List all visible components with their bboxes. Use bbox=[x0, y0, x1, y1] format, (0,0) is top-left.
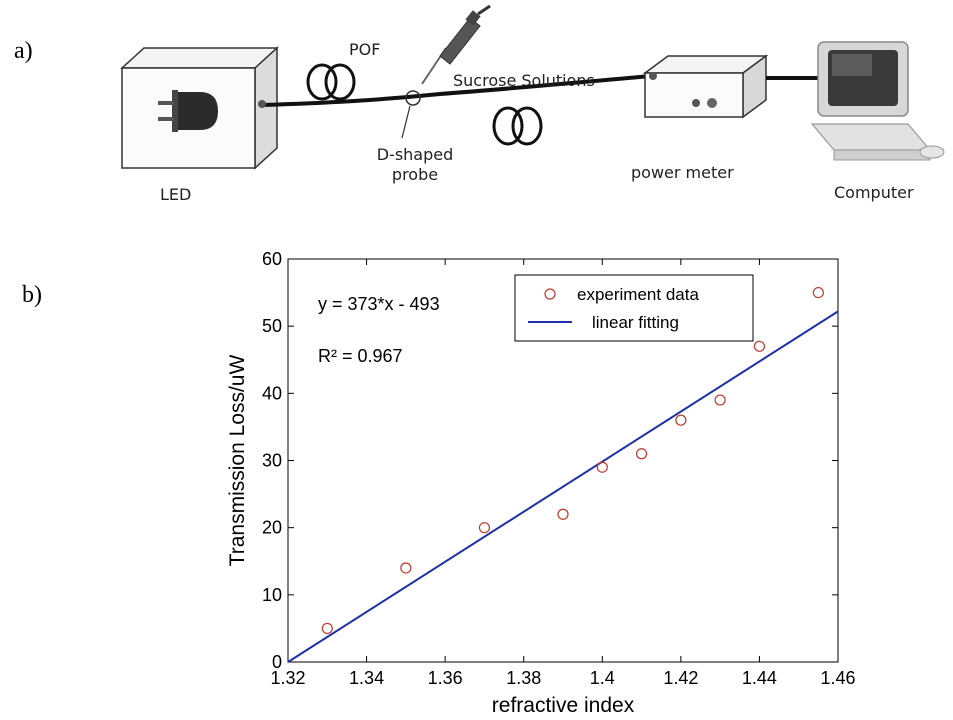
fit-line-layer bbox=[287, 310, 839, 663]
y-tick-label: 10 bbox=[262, 585, 282, 605]
data-point bbox=[675, 414, 687, 426]
power-meter-label: power meter bbox=[631, 163, 734, 182]
panel-label-b: b) bbox=[22, 282, 42, 308]
x-tick-label: 1.44 bbox=[742, 668, 777, 688]
led-label: LED bbox=[160, 185, 191, 204]
data-point bbox=[714, 394, 726, 406]
setup-diagram: POF D-shaped probe Sucrose Solutions bbox=[120, 4, 945, 204]
y-tick-label: 60 bbox=[262, 249, 282, 269]
x-tick-label: 1.32 bbox=[270, 668, 305, 688]
legend-label-experiment: experiment data bbox=[577, 285, 699, 304]
pof-label: POF bbox=[349, 40, 380, 59]
legend-marker-experiment bbox=[544, 288, 556, 300]
fit-equation: y = 373*x - 493 bbox=[318, 294, 440, 314]
x-tick-label: 1.4 bbox=[590, 668, 615, 688]
data-point bbox=[753, 340, 766, 352]
data-point bbox=[635, 448, 648, 460]
data-point bbox=[321, 622, 333, 635]
optical-fiber bbox=[261, 74, 653, 107]
led-icon bbox=[158, 90, 218, 132]
data-point bbox=[596, 461, 608, 473]
computer-label: Computer bbox=[834, 183, 914, 202]
x-tick-label: 1.36 bbox=[428, 668, 463, 688]
y-tick-label: 30 bbox=[262, 451, 282, 471]
x-tick-label: 1.46 bbox=[820, 668, 855, 688]
data-point bbox=[478, 522, 491, 534]
legend: experiment data linear fitting bbox=[514, 274, 754, 342]
probe-marker bbox=[405, 90, 421, 106]
sucrose-label: Sucrose Solutions bbox=[453, 71, 595, 90]
legend-label-fit: linear fitting bbox=[592, 313, 679, 332]
probe-label-line2: probe bbox=[392, 165, 438, 184]
probe-label-line1: D-shaped bbox=[377, 145, 454, 164]
panel-label-a: a) bbox=[14, 38, 33, 64]
x-axis-label: refractive index bbox=[492, 694, 635, 717]
legend-box bbox=[514, 274, 754, 342]
x-axis: 1.32 1.34 1.36 1.38 1.4 1.42 1.44 1.46 bbox=[270, 259, 856, 688]
r-squared: R² = 0.967 bbox=[318, 346, 403, 366]
y-axis-label: Transmission Loss/uW bbox=[226, 355, 249, 567]
x-tick-label: 1.34 bbox=[349, 668, 384, 688]
y-tick-label: 50 bbox=[262, 316, 282, 336]
x-tick-label: 1.38 bbox=[506, 668, 541, 688]
fiber-coil-icon bbox=[492, 106, 543, 146]
x-tick-label: 1.42 bbox=[663, 668, 698, 688]
computer-icon bbox=[810, 41, 945, 161]
y-tick-label: 0 bbox=[272, 652, 282, 672]
y-tick-label: 40 bbox=[262, 383, 282, 403]
data-point bbox=[400, 562, 412, 574]
power-meter-box bbox=[642, 54, 769, 119]
data-point bbox=[557, 508, 569, 520]
data-point bbox=[812, 286, 824, 299]
data-points-layer bbox=[321, 286, 824, 635]
led-box bbox=[120, 46, 279, 170]
chart: 1.32 1.34 1.36 1.38 1.4 1.42 1.44 1.46 0 10 20 30 4… bbox=[226, 249, 856, 717]
y-tick-label: 20 bbox=[262, 518, 282, 538]
pof-coil-icon bbox=[306, 63, 356, 101]
fit-line bbox=[287, 310, 839, 663]
y-axis: 0 10 20 30 40 50 60 bbox=[262, 249, 838, 672]
pipette-icon bbox=[421, 4, 491, 85]
